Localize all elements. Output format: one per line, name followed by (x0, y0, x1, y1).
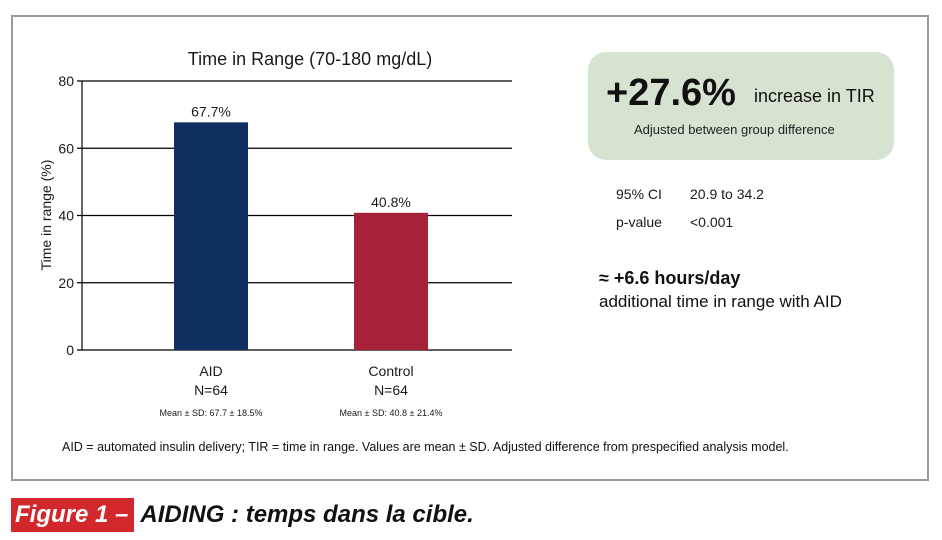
y-tick-label: 0 (66, 342, 74, 358)
tir-difference-note: Adjusted between group difference (634, 122, 835, 137)
ci-label: 95% CI (616, 186, 662, 202)
x-category-n: N=64 (194, 382, 228, 398)
x-category-note: Mean ± SD: 40.8 ± 21.4% (340, 408, 443, 418)
chart-title: Time in Range (70-180 mg/dL) (188, 49, 432, 69)
y-axis-label: Time in range (%) (38, 160, 54, 271)
bar-aid (174, 122, 248, 350)
tir-difference-value: +27.6% (606, 72, 736, 114)
labels: 0 20 40 60 80 67.7% AID N=64 Mean ± SD: 67.7 ± 1… (58, 73, 442, 418)
bars (174, 122, 428, 350)
hours-text: additional time in range with AID (599, 292, 842, 311)
tir-summary-box: +27.6% increase in TIR Adjusted between … (588, 52, 894, 160)
x-category-n: N=64 (374, 382, 408, 398)
x-category-label: Control (368, 363, 413, 379)
caption-text: AIDING : temps dans la cible. (140, 501, 474, 528)
y-tick-label: 40 (58, 208, 74, 224)
bar-control (354, 212, 428, 350)
bar-value-label: 40.8% (371, 194, 411, 210)
ci-value: 20.9 to 34.2 (690, 186, 764, 202)
gridlines (77, 80, 512, 351)
hours-headline: ≈ +6.6 hours/day (599, 268, 741, 288)
tir-difference-label: increase in TIR (754, 86, 875, 106)
caption-prefix: Figure 1 – (11, 498, 135, 532)
figure-caption: Figure 1 – AIDING : temps dans la cible. (11, 498, 474, 532)
p-value: <0.001 (690, 214, 734, 230)
y-tick-label: 60 (58, 140, 74, 156)
y-tick-label: 80 (58, 73, 74, 89)
x-category-note: Mean ± SD: 67.7 ± 18.5% (160, 408, 263, 418)
footnote: AID = automated insulin delivery; TIR = … (62, 440, 789, 454)
bar-value-label: 67.7% (191, 103, 231, 119)
y-tick-label: 20 (58, 275, 74, 291)
p-value-label: p-value (616, 214, 662, 230)
x-category-label: AID (199, 363, 222, 379)
